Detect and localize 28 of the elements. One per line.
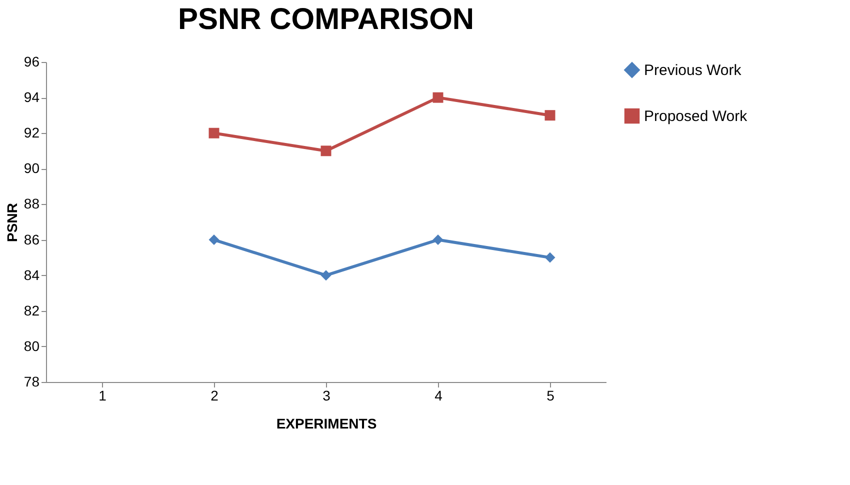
legend-label: Previous Work (644, 62, 742, 79)
x-tick-label: 2 (210, 388, 219, 404)
y-tick-label: 86 (24, 231, 40, 248)
point (432, 92, 444, 103)
point (544, 110, 556, 121)
x-axis-title: EXPERIMENTS (276, 416, 377, 432)
point (208, 128, 220, 138)
x-tick-label: 5 (546, 388, 555, 404)
y-axis-title: PSNR (4, 203, 20, 242)
y-tick-label: 90 (24, 160, 40, 176)
x-tick-label: 1 (98, 388, 107, 404)
y-tick-label: 96 (24, 54, 40, 70)
legend-label: Proposed Work (644, 108, 748, 125)
y-tick-label: 92 (24, 124, 40, 141)
y-tick-label: 82 (24, 302, 40, 318)
y-tick-label: 84 (24, 266, 40, 283)
y-tick-label: 80 (24, 338, 40, 354)
x-tick-label: 3 (322, 388, 331, 404)
y-tick-label: 78 (24, 374, 40, 390)
point (208, 234, 220, 246)
y-tick-label: 88 (24, 196, 40, 212)
point (432, 234, 444, 246)
point (320, 270, 332, 281)
x-tick-label: 4 (434, 388, 443, 404)
y-tick-label: 94 (24, 89, 40, 106)
point (320, 146, 332, 156)
point (544, 252, 556, 263)
chart-title: PSNR COMPARISON (178, 3, 474, 36)
